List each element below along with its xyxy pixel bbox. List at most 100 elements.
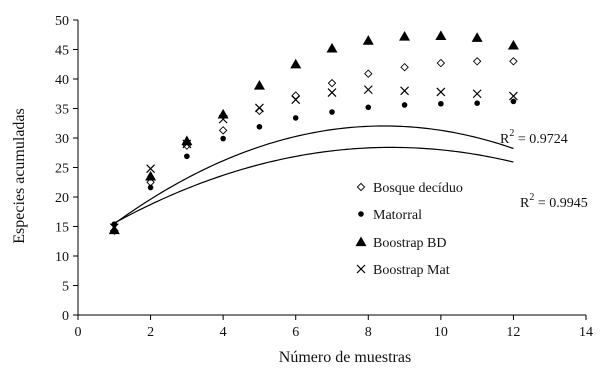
- axes: 0 2 4 6 8 10 12 14 0 5 10 15 20 25 30 35 40 45 50: [55, 14, 593, 340]
- data-point-boostrap-bd: [181, 135, 193, 146]
- x-axis-label: Número de muestras: [279, 349, 411, 366]
- data-point-matorral: [220, 135, 226, 142]
- x-tick-label: 6: [292, 325, 299, 340]
- y-tick-label: 40: [55, 73, 69, 88]
- marker-x-stroke: [472, 89, 482, 99]
- data-point-bosque-deciduo: [400, 62, 409, 72]
- y-tick-label: 5: [62, 280, 69, 295]
- marker-x-stroke: [356, 264, 366, 274]
- data-point-boostrap-bd: [435, 30, 447, 41]
- data-point-bosque-deciduo: [218, 126, 228, 135]
- data-point-boostrap-mat: [182, 139, 192, 149]
- data-point-boostrap-mat: [472, 89, 482, 99]
- data-point-boostrap-mat: [363, 85, 373, 95]
- data-point-matorral: [292, 115, 299, 121]
- marker-x-stroke: [327, 88, 337, 97]
- x-tick-label: 8: [365, 325, 372, 340]
- series-matorral: [111, 98, 517, 227]
- data-point-boostrap-bd: [471, 32, 483, 42]
- data-point-matorral: [147, 184, 154, 191]
- legend-item-boostrap-bd: Boostrap BD: [355, 236, 447, 251]
- data-point-matorral: [438, 100, 444, 107]
- legend-item-bosque-deciduo: Bosque decíduo: [356, 181, 463, 196]
- legend: Bosque decíduo Matorral Boostrap BD Boostra…: [355, 181, 463, 278]
- r2-label-bosque: R2 = 0.9945: [520, 192, 588, 211]
- y-tick-label: 20: [55, 191, 69, 206]
- marker-x-stroke: [400, 86, 409, 96]
- trend-line-matorral: [114, 146, 514, 224]
- r2-label-matorral: R2 = 0.9724: [500, 128, 568, 147]
- data-point-boostrap-bd: [399, 31, 411, 41]
- y-tick-label: 15: [55, 221, 69, 236]
- y-tick-label: 30: [55, 132, 69, 147]
- data-point-bosque-deciduo: [364, 69, 373, 78]
- y-axis-label: Especies acumuladas: [11, 108, 28, 244]
- trend-line-bosque: [113, 125, 514, 225]
- y-tick-label: 10: [55, 250, 69, 265]
- legend-marker: [356, 182, 366, 192]
- data-markers: [108, 30, 519, 235]
- data-point-matorral: [474, 100, 480, 106]
- x-tick-label: 0: [75, 325, 82, 340]
- data-point-boostrap-mat: [291, 95, 301, 105]
- series-bosque-deciduo: [110, 57, 518, 235]
- data-point-boostrap-bd: [507, 39, 519, 50]
- data-point-boostrap-mat: [109, 223, 119, 233]
- data-point-bosque-deciduo: [509, 57, 518, 66]
- data-point-boostrap-bd: [145, 170, 157, 181]
- marker-x-stroke: [146, 164, 155, 174]
- data-point-boostrap-bd: [217, 108, 229, 119]
- legend-item-matorral: Matorral: [358, 208, 422, 223]
- marker-x-stroke: [291, 95, 301, 105]
- data-point-bosque-deciduo: [327, 78, 337, 88]
- data-point-boostrap-bd: [290, 58, 302, 69]
- data-point-boostrap-bd: [108, 224, 120, 235]
- data-point-boostrap-mat: [436, 87, 446, 97]
- legend-marker: [358, 211, 364, 217]
- data-point-boostrap-mat: [327, 88, 337, 97]
- data-point-matorral: [184, 153, 190, 160]
- legend-label: Boostrap BD: [373, 236, 447, 251]
- data-point-boostrap-bd: [362, 35, 374, 45]
- marker-x-stroke: [218, 114, 228, 124]
- data-point-boostrap-mat: [400, 86, 409, 96]
- legend-marker: [355, 236, 367, 247]
- marker-x-stroke: [255, 103, 264, 113]
- data-point-matorral: [365, 104, 372, 111]
- data-point-bosque-deciduo: [436, 58, 446, 68]
- legend-label: Boostrap Mat: [373, 263, 450, 278]
- data-point-boostrap-bd: [326, 42, 338, 53]
- trend-lines: [113, 125, 514, 225]
- data-point-matorral: [510, 98, 517, 105]
- legend-label: Bosque decíduo: [373, 181, 463, 196]
- r2-labels: R2 = 0.9945 R2 = 0.9724: [500, 128, 588, 211]
- data-point-bosque-deciduo: [291, 91, 300, 100]
- data-point-boostrap-mat: [255, 103, 264, 113]
- data-point-boostrap-mat: [146, 164, 155, 174]
- y-tick-label: 35: [55, 103, 69, 118]
- x-tick-label: 12: [506, 325, 520, 340]
- y-tick-label: 25: [55, 162, 69, 177]
- data-point-boostrap-bd: [253, 79, 265, 90]
- y-tick-label: 0: [62, 309, 69, 324]
- marker-x-stroke: [436, 87, 446, 97]
- series-boostrap-mat: [109, 85, 518, 233]
- y-tick-label: 45: [55, 44, 69, 59]
- data-point-bosque-deciduo: [472, 57, 482, 66]
- marker-x-stroke: [109, 223, 119, 233]
- y-tick-label: 50: [55, 14, 69, 29]
- data-point-matorral: [256, 123, 263, 130]
- legend-item-boostrap-mat: Boostrap Mat: [356, 263, 450, 278]
- data-point-matorral: [401, 102, 408, 108]
- data-point-boostrap-mat: [218, 114, 228, 124]
- legend-marker: [356, 264, 366, 274]
- data-point-matorral: [329, 109, 335, 115]
- marker-x-stroke: [363, 85, 373, 95]
- x-tick-label: 2: [147, 325, 154, 340]
- x-tick-label: 14: [579, 325, 593, 340]
- marker-x-stroke: [182, 139, 192, 149]
- x-tick-label: 10: [434, 325, 448, 340]
- marker-x-stroke: [509, 91, 518, 101]
- legend-label: Matorral: [373, 208, 422, 223]
